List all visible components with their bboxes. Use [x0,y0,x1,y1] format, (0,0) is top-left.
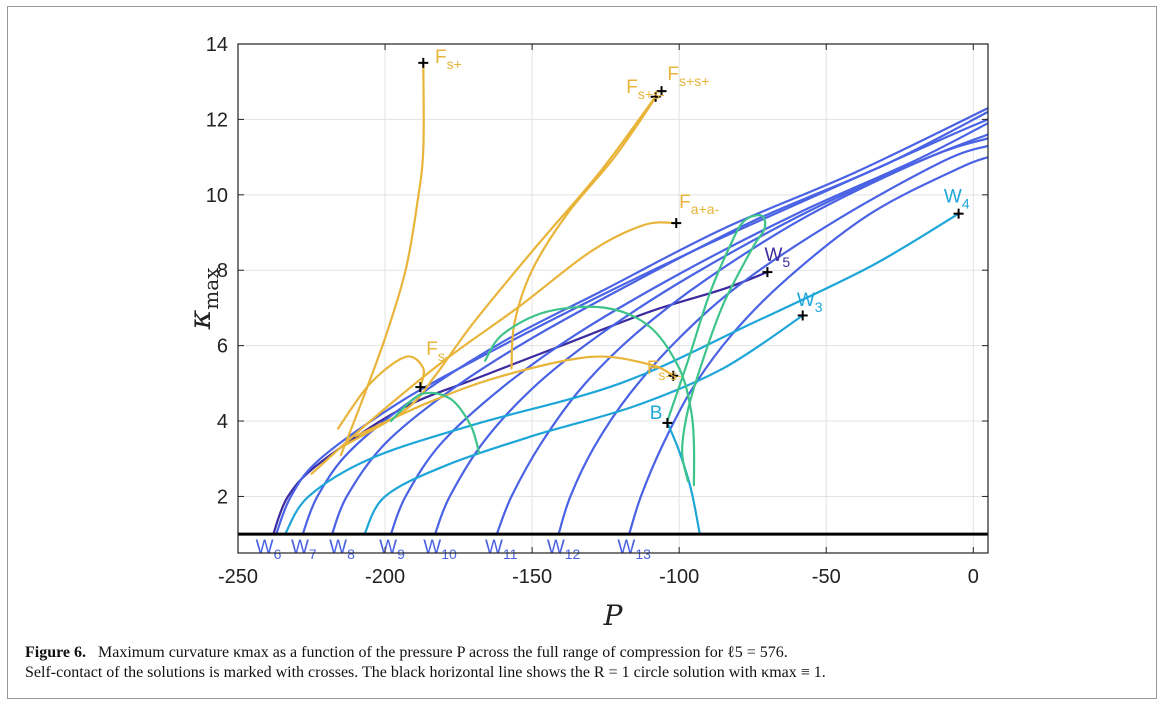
y-tick-label: 2 [217,486,228,508]
curve-label-fs-s-: Fs+s- [626,77,665,102]
axes-box [237,43,989,554]
x-axis-label: P [603,599,624,632]
caption-line1: Maximum curvature κmax as a function of … [98,644,788,661]
curve-label-w5: W5 [764,245,790,270]
self-contact-cross [671,218,682,229]
series-line-w3 [363,314,804,536]
series-line-fs-s-fs-s- [339,95,657,449]
self-contact-cross [650,91,661,102]
series-line-w11 [495,137,988,536]
series-line-fs- [339,61,425,457]
self-contact-cross [662,417,673,428]
curve-label-b: B [650,403,663,424]
y-tick-label: 8 [217,260,228,282]
series-line-green-mid [484,305,696,487]
plot-area [238,44,988,553]
series-line-w9 [389,122,988,536]
figure-caption: Figure 6. Maximum curvature κmax as a fu… [25,643,1155,683]
x-tick-label: 0 [968,566,979,588]
self-contact-cross [762,267,773,278]
self-contact-cross [797,310,808,321]
series-line-w13 [628,156,988,536]
x-tick-label: -50 [812,566,841,588]
series-line-w12 [557,144,988,536]
curve-label-fs-s-: Fs+s+ [667,64,709,89]
y-tick-label: 4 [217,411,228,433]
y-tick-label: 6 [217,336,228,358]
series-line-fs-s- [354,355,675,438]
series-line-fs- [336,355,426,430]
series-line-green-left [389,391,481,455]
curve-label-fs-s-: Fs-s- [647,358,682,383]
curve-label-fs-: Fs+ [435,47,462,72]
y-tick-label: 12 [206,109,228,131]
y-tick-label: 14 [206,34,228,56]
self-contact-cross [418,57,429,68]
curve-label-fs-: Fs- [426,339,450,364]
curve-label-w3: W3 [797,290,823,315]
caption-label: Figure 6. [25,644,87,661]
self-contact-cross [656,86,667,97]
self-contact-cross [668,370,679,381]
x-tick-label: -150 [512,566,552,588]
self-contact-cross [953,208,964,219]
x-tick-label: -250 [218,566,258,588]
series-line-fa-a- [310,221,678,475]
curve-label-w4: W4 [944,186,970,211]
series-line-w7 [301,107,988,536]
series-line-green-right [666,214,767,483]
curve-label-fa-a-: Fa+a- [679,192,719,217]
series-line-w4 [284,212,960,536]
caption-line2: Self-contact of the solutions is marked … [25,664,826,681]
series-group [272,61,988,536]
y-tick-label: 10 [206,185,228,207]
x-tick-label: -100 [659,566,699,588]
series-line-w8 [331,110,988,536]
figure-frame: Fs+ Fs+s- Fs+s+ Fa+a- Fs- Fs-s- W5 W4 W3 B W6 W7 W8 W… [7,6,1157,699]
self-contact-cross [415,382,426,393]
x-tick-label: -200 [365,566,405,588]
y-axis-label: κmax [183,267,223,331]
